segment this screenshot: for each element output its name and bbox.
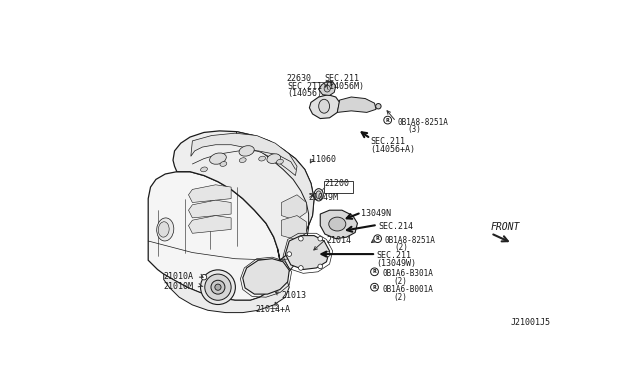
Polygon shape — [320, 210, 358, 239]
Ellipse shape — [239, 146, 254, 156]
Text: R: R — [372, 285, 376, 290]
Ellipse shape — [314, 189, 323, 201]
Text: 0B1A6-B301A: 0B1A6-B301A — [382, 269, 433, 279]
Text: 0B1A6-B001A: 0B1A6-B001A — [382, 285, 433, 294]
Polygon shape — [189, 185, 231, 202]
Ellipse shape — [374, 235, 381, 243]
Polygon shape — [319, 81, 336, 96]
Text: 21013: 21013 — [282, 291, 307, 300]
Ellipse shape — [326, 252, 330, 256]
Polygon shape — [173, 131, 314, 260]
Ellipse shape — [287, 252, 292, 256]
Text: 11060: 11060 — [311, 155, 336, 164]
Text: (13049W): (13049W) — [376, 259, 416, 268]
Text: (14056M): (14056M) — [324, 81, 364, 91]
Ellipse shape — [158, 222, 169, 237]
Ellipse shape — [371, 268, 378, 276]
Text: (14056): (14056) — [287, 89, 322, 98]
Ellipse shape — [259, 156, 266, 161]
Ellipse shape — [384, 116, 392, 124]
Ellipse shape — [318, 236, 323, 241]
Text: (2): (2) — [395, 243, 408, 252]
Text: SEC.211: SEC.211 — [324, 74, 359, 83]
Polygon shape — [191, 133, 297, 176]
Ellipse shape — [239, 158, 246, 163]
Text: SEC.211: SEC.211 — [287, 81, 322, 91]
Polygon shape — [337, 97, 376, 112]
Text: SEC.211: SEC.211 — [376, 251, 411, 260]
Ellipse shape — [209, 153, 227, 164]
Ellipse shape — [215, 284, 221, 290]
Ellipse shape — [211, 280, 225, 294]
Text: J21001J5: J21001J5 — [510, 318, 550, 327]
Text: 21014+A: 21014+A — [256, 305, 291, 314]
Ellipse shape — [267, 154, 280, 163]
Text: 21200: 21200 — [325, 179, 350, 188]
Ellipse shape — [298, 266, 303, 270]
Polygon shape — [237, 132, 314, 282]
Ellipse shape — [157, 218, 174, 241]
Ellipse shape — [324, 85, 330, 92]
Polygon shape — [285, 235, 330, 269]
Ellipse shape — [298, 236, 303, 241]
Text: 22630: 22630 — [287, 74, 312, 83]
Polygon shape — [243, 259, 289, 294]
Text: (2): (2) — [393, 277, 407, 286]
Text: 0B1A8-8251A: 0B1A8-8251A — [385, 235, 435, 245]
Text: 21049M: 21049M — [308, 193, 339, 202]
Ellipse shape — [200, 270, 236, 305]
Text: 13049N: 13049N — [362, 209, 391, 218]
Text: 21010A: 21010A — [164, 272, 194, 281]
Ellipse shape — [276, 159, 284, 164]
Text: R: R — [386, 118, 390, 123]
Text: 21010M: 21010M — [164, 282, 194, 291]
Text: SEC.214: SEC.214 — [378, 222, 413, 231]
Ellipse shape — [376, 103, 381, 109]
Text: (2): (2) — [393, 293, 407, 302]
Text: 0B1A8-8251A: 0B1A8-8251A — [397, 118, 449, 127]
Polygon shape — [164, 272, 289, 312]
Ellipse shape — [319, 99, 330, 113]
Polygon shape — [189, 200, 231, 218]
Polygon shape — [309, 95, 340, 119]
Text: FRONT: FRONT — [491, 222, 520, 232]
Text: (3): (3) — [407, 125, 421, 135]
Ellipse shape — [316, 191, 321, 199]
Ellipse shape — [202, 275, 207, 280]
Ellipse shape — [205, 274, 231, 300]
Text: R: R — [376, 236, 380, 241]
Polygon shape — [148, 172, 280, 300]
Polygon shape — [282, 216, 307, 240]
Text: R: R — [372, 269, 376, 274]
Text: 21014: 21014 — [326, 235, 351, 245]
Ellipse shape — [220, 161, 227, 166]
Text: (14056+A): (14056+A) — [371, 145, 415, 154]
Polygon shape — [189, 216, 231, 233]
Ellipse shape — [200, 167, 207, 172]
Text: SEC.211: SEC.211 — [371, 137, 406, 146]
Ellipse shape — [371, 283, 378, 291]
Ellipse shape — [318, 264, 323, 269]
FancyBboxPatch shape — [324, 181, 353, 193]
Ellipse shape — [329, 217, 346, 231]
Polygon shape — [282, 195, 307, 220]
